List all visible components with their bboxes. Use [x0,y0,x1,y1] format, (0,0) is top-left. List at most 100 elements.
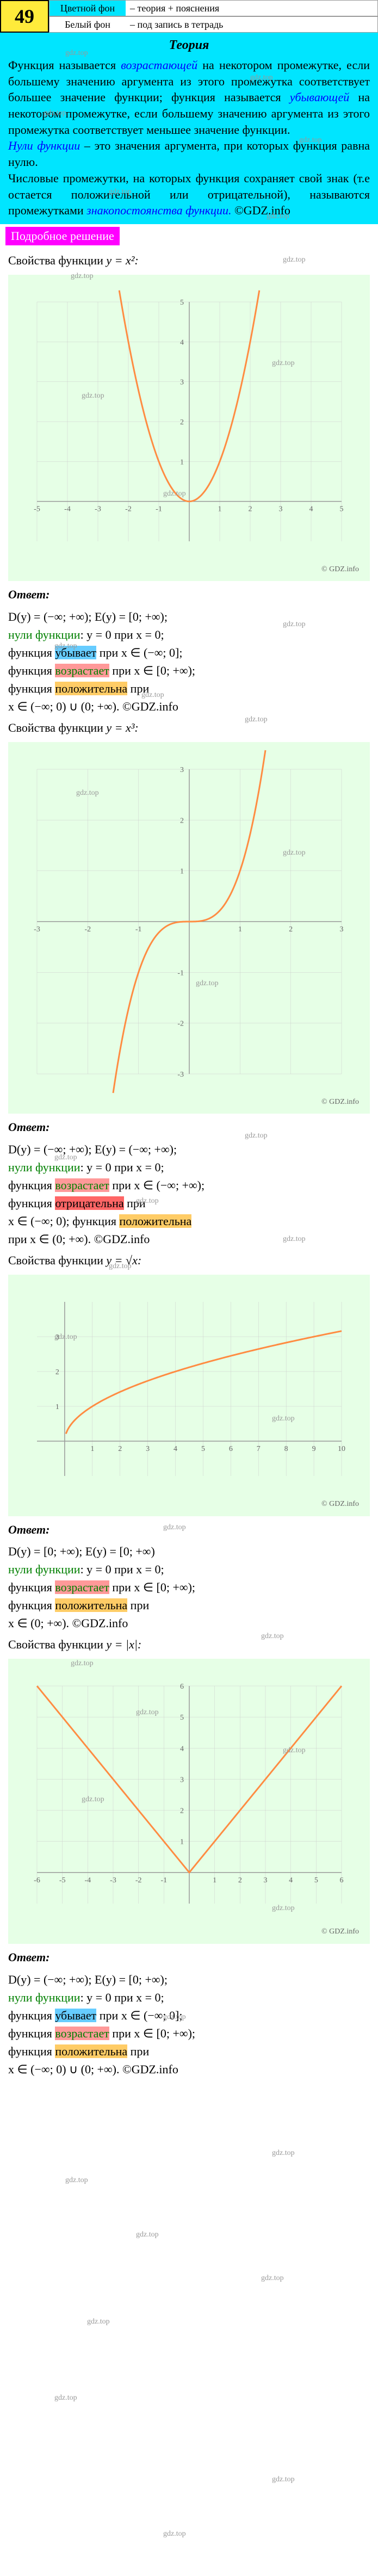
svg-text:3: 3 [146,1445,150,1453]
answer-line: D(y) = (−∞; +∞); E(y) = [0; +∞); [8,608,370,626]
graph-cubic: -3-2-1123-3-2-1123 [15,748,363,1096]
svg-text:-3: -3 [34,925,40,934]
svg-text:4: 4 [173,1445,177,1453]
svg-text:3: 3 [263,1876,267,1885]
svg-text:2: 2 [180,817,184,825]
graph-copyright: © GDZ.info [14,1925,364,1938]
svg-text:8: 8 [284,1445,288,1453]
answer-title: Ответ: [8,586,370,603]
svg-text:6: 6 [180,1683,184,1691]
answer-line: функция возрастает при x ∈ [0; +∞); [8,1578,370,1596]
answer-title: Ответ: [8,1522,370,1539]
answer-line: x ∈ (−∞; 0) ∪ (0; +∞). ©GDZ.info [8,2060,370,2078]
watermark: gdz.top [136,2231,159,2239]
answer-line: функция возрастает при x ∈ (−∞; +∞); [8,1176,370,1194]
function-block-3: Свойства функции y = |x|:-6-5-4-3-2-1123… [0,1636,378,2078]
svg-text:-5: -5 [34,505,40,513]
functions-container: Свойства функции y = x²: -5 -4 -3 -2 -1 1 2 3 4 5 1… [0,252,378,2078]
svg-text:2: 2 [55,1368,59,1376]
svg-text:3: 3 [278,505,282,513]
svg-text:-2: -2 [84,925,91,934]
function-title: Свойства функции y = x³: [8,720,370,737]
svg-text:-1: -1 [177,969,184,977]
svg-text:-2: -2 [135,1876,141,1885]
legend-color-1: Цветной фон [49,1,126,16]
svg-text:1: 1 [218,505,221,513]
svg-text:1: 1 [180,458,184,466]
svg-text:5: 5 [339,505,343,513]
svg-text:2: 2 [118,1445,122,1453]
watermark: gdz.top [54,2394,77,2402]
graph-copyright: © GDZ.info [14,1096,364,1109]
svg-text:5: 5 [314,1876,318,1885]
svg-text:7: 7 [256,1445,260,1453]
answer-text: D(y) = [0; +∞); E(y) = [0; +∞)нули функц… [8,1542,370,1632]
svg-text:5: 5 [180,299,184,307]
svg-text:4: 4 [180,1745,184,1753]
watermark: gdz.top [261,2274,284,2283]
answer-text: D(y) = (−∞; +∞); E(y) = (−∞; +∞);нули фу… [8,1140,370,1248]
answer-line: D(y) = (−∞; +∞); E(y) = [0; +∞); [8,1970,370,1988]
legend-desc-2: – под запись в тетрадь [126,19,223,30]
answer-line: нули функции: y = 0 при x = 0; [8,626,370,644]
answer-title: Ответ: [8,1949,370,1966]
legend-row-1: Цветной фон – теория + пояснения [49,0,378,16]
answer-line: нули функции: y = 0 при x = 0; [8,1158,370,1176]
answer-line: функция убывает при x ∈ (−∞; 0]; [8,644,370,662]
graph-copyright: © GDZ.info [14,1498,364,1511]
svg-text:9: 9 [312,1445,315,1453]
svg-text:2: 2 [289,925,293,934]
svg-text:3: 3 [180,1776,184,1784]
svg-text:-1: -1 [156,505,162,513]
svg-text:-4: -4 [64,505,71,513]
theory-text: Функция называется возрастающей на некот… [8,57,370,219]
svg-text:-1: -1 [135,925,141,934]
svg-text:-3: -3 [110,1876,116,1885]
problem-number: 49 [0,0,49,33]
solution-header-wrap: Подробное решение [0,224,378,248]
answer-line: при x ∈ (0; +∞). ©GDZ.info [8,1230,370,1248]
function-block-1: Свойства функции y = x³:-3-2-1123-3-2-11… [0,720,378,1248]
svg-text:3: 3 [180,766,184,774]
answer-line: функция положительна при [8,1596,370,1614]
graph-copyright: © GDZ.info [14,563,364,576]
answer-line: функция возрастает при x ∈ [0; +∞); [8,662,370,679]
answer-line: нули функции: y = 0 при x = 0; [8,1560,370,1578]
svg-text:-3: -3 [95,505,101,513]
answer-line: функция положительна при [8,2042,370,2060]
svg-text:2: 2 [180,418,184,427]
svg-text:4: 4 [289,1876,293,1885]
answer-line: x ∈ (0; +∞). ©GDZ.info [8,1614,370,1632]
answer-line: D(y) = [0; +∞); E(y) = [0; +∞) [8,1542,370,1560]
legend-color-2: Белый фон [49,17,126,32]
svg-text:4: 4 [180,338,184,347]
watermark: gdz.top [163,2530,186,2538]
function-title: Свойства функции y = x²: [8,252,370,269]
answer-line: функция возрастает при x ∈ [0; +∞); [8,2024,370,2042]
answer-line: функция отрицательна при [8,1194,370,1212]
answer-line: функция положительна при [8,679,370,697]
watermark: gdz.top [65,2176,88,2185]
answer-line: функция убывает при x ∈ (−∞; 0]; [8,2006,370,2024]
svg-text:-1: -1 [160,1876,167,1885]
svg-text:-5: -5 [59,1876,65,1885]
legend-desc-1: – теория + пояснения [126,3,219,14]
function-title: Свойства функции y = √x: [8,1252,370,1269]
graph-parabola: -5-4-3-2-11234512345 [15,280,363,563]
watermark: gdz.top [272,2475,295,2484]
function-block-2: Свойства функции y = √x:12345678910123© … [0,1252,378,1632]
function-block-0: Свойства функции y = x²:-5-4-3-2-1123451… [0,252,378,715]
header-row: 49 Цветной фон – теория + пояснения Белы… [0,0,378,33]
svg-text:1: 1 [180,1838,184,1846]
svg-text:10: 10 [338,1445,345,1453]
answer-line: x ∈ (−∞; 0) ∪ (0; +∞). ©GDZ.info [8,697,370,715]
svg-text:2: 2 [238,1876,241,1885]
graph-sqrt: 12345678910123 [15,1280,363,1498]
svg-text:1: 1 [90,1445,94,1453]
watermark: gdz.top [272,2149,295,2158]
svg-text:1: 1 [180,868,184,876]
legend: Цветной фон – теория + пояснения Белый ф… [49,0,378,33]
svg-text:-2: -2 [177,1020,184,1028]
solution-header: Подробное решение [5,227,120,245]
graph-container: -3-2-1123-3-2-1123© GDZ.info [8,742,370,1114]
